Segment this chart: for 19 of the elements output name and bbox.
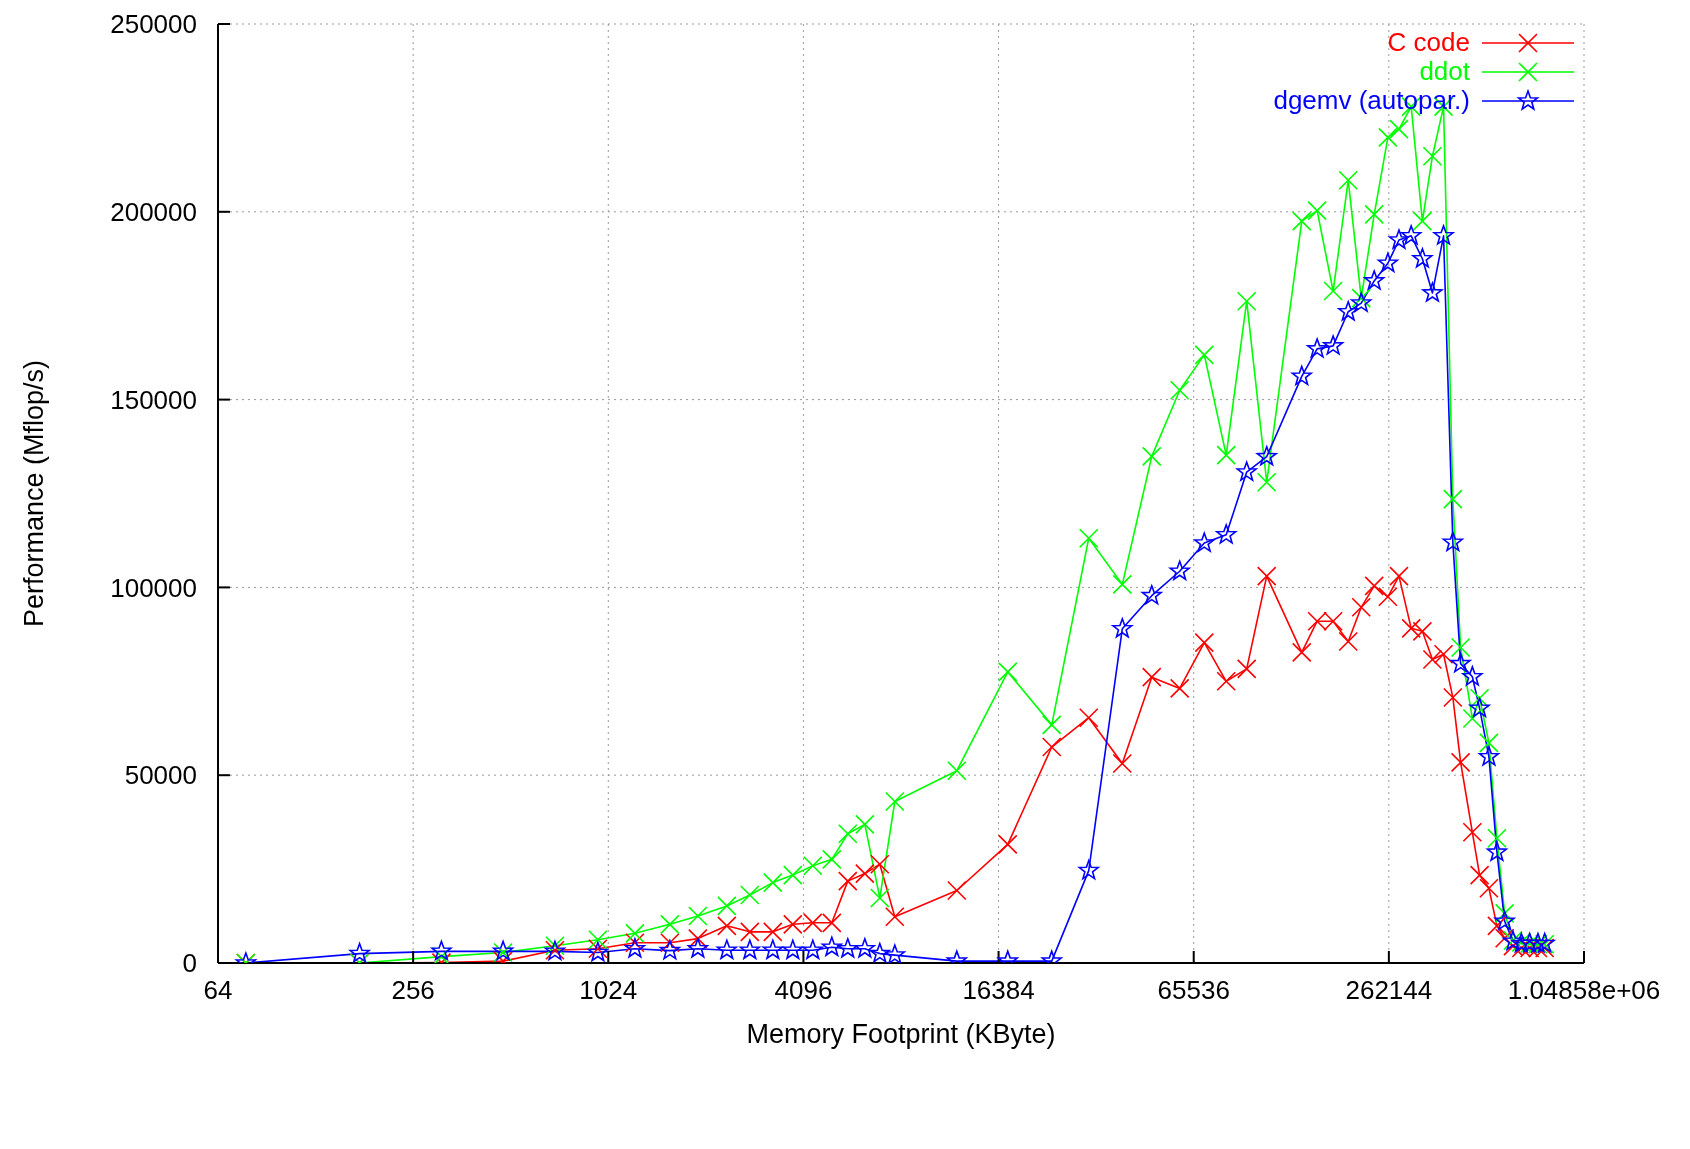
x-tick-label: 64 <box>203 975 233 1006</box>
legend-label: C code <box>1387 27 1470 58</box>
x-tick-label: 16384 <box>962 975 1035 1006</box>
y-tick-label: 150000 <box>110 384 197 415</box>
x-tick-label: 256 <box>391 975 435 1006</box>
y-tick-label: 100000 <box>110 572 197 603</box>
x-tick-label: 1024 <box>579 975 638 1006</box>
legend-label: ddot <box>1419 56 1470 87</box>
y-tick-label: 200000 <box>110 197 197 228</box>
x-tick-label: 1.04858e+06 <box>1507 975 1661 1006</box>
x-axis-title: Memory Footprint (KByte) <box>746 1019 1056 1049</box>
y-tick-label: 0 <box>182 948 197 979</box>
x-tick-label: 262144 <box>1345 975 1433 1006</box>
legend-label: dgemv (autopar.) <box>1273 85 1470 116</box>
y-tick-label: 50000 <box>124 760 197 791</box>
x-tick-label: 65536 <box>1157 975 1230 1006</box>
x-tick-label: 4096 <box>774 975 833 1006</box>
y-axis-title: Performance (Mflop/s) <box>19 359 49 628</box>
y-tick-label: 250000 <box>110 9 197 40</box>
